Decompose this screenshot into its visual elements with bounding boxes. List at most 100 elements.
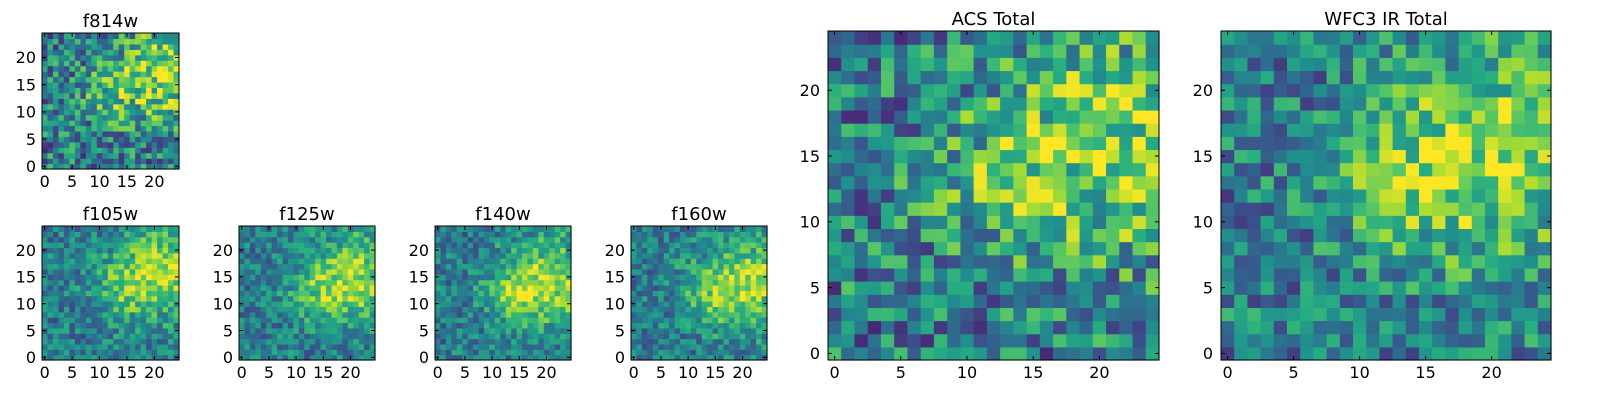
heatmap-cell — [140, 252, 147, 259]
heatmap-cell — [271, 263, 278, 270]
heatmap-cell — [761, 333, 768, 340]
heatmap-cell — [113, 290, 120, 297]
heatmap-cell — [69, 92, 76, 99]
heatmap-cell — [1419, 320, 1433, 335]
heatmap-cell — [1013, 281, 1028, 295]
heatmap-cell — [129, 274, 136, 281]
heatmap-cell — [347, 247, 354, 254]
heatmap-cell — [1039, 57, 1054, 72]
heatmap-cell — [1313, 346, 1328, 361]
heatmap-cell — [1419, 215, 1433, 229]
heatmap-cell — [1053, 162, 1067, 177]
heatmap-cell — [1471, 57, 1486, 72]
heatmap-cell — [74, 81, 81, 88]
heatmap-cell — [47, 338, 54, 345]
heatmap-cell — [750, 236, 757, 243]
heatmap-cell — [1458, 175, 1473, 190]
heatmap-cell — [854, 31, 869, 45]
heatmap-cell — [456, 333, 463, 340]
heatmap-cell — [304, 301, 311, 307]
heatmap-cell — [933, 109, 948, 124]
heatmap-cell — [331, 226, 338, 232]
heatmap-cell — [841, 123, 856, 137]
heatmap-cell — [505, 268, 512, 275]
heatmap-cell — [151, 71, 158, 78]
heatmap-cell — [907, 202, 922, 216]
heatmap-cell — [249, 322, 256, 329]
heatmap-cell — [1405, 281, 1420, 295]
heatmap-cell — [1524, 31, 1539, 45]
heatmap-cell — [1106, 188, 1120, 203]
heatmap-cell — [641, 295, 648, 302]
heatmap-cell — [255, 317, 262, 324]
heatmap-cell — [80, 242, 87, 249]
heatmap-cell — [920, 149, 935, 164]
heatmap-cell — [140, 236, 147, 243]
heatmap-cell — [947, 136, 961, 151]
heatmap-cell — [522, 274, 529, 281]
heatmap-cell — [679, 284, 686, 291]
heatmap-cell — [1392, 188, 1407, 203]
heatmap-cell — [828, 136, 842, 151]
heatmap-cell — [679, 338, 686, 345]
heatmap-cell — [1260, 215, 1275, 229]
heatmap-cell — [538, 274, 545, 281]
heatmap-cell — [58, 130, 65, 137]
heatmap-cell — [107, 284, 114, 291]
x-tick-label: 0 — [629, 363, 639, 382]
heatmap-cell — [1092, 215, 1107, 229]
heatmap-cell — [168, 306, 175, 313]
heatmap-cell — [113, 54, 120, 61]
heatmap-cell — [467, 354, 474, 361]
heatmap-cell — [129, 33, 136, 40]
heatmap-cell — [841, 149, 856, 164]
heatmap-cell — [920, 123, 935, 137]
heatmap-cell — [1092, 254, 1107, 269]
heatmap-cell — [347, 322, 354, 329]
heatmap-cell — [652, 322, 659, 329]
heatmap-cell — [102, 306, 109, 313]
heatmap-cell — [1066, 109, 1081, 124]
heatmap-cell — [326, 284, 333, 291]
heatmap-cell — [1366, 136, 1380, 151]
heatmap-cell — [304, 354, 311, 361]
heatmap-cell — [549, 231, 556, 238]
heatmap-cell — [718, 333, 725, 340]
heatmap-cell — [107, 242, 114, 249]
heatmap-cell — [1445, 267, 1460, 282]
heatmap-cell — [1339, 96, 1354, 111]
heatmap-cell — [1221, 281, 1235, 295]
heatmap-cell — [445, 338, 452, 345]
heatmap-cell — [756, 333, 763, 340]
heatmap-cell — [52, 114, 60, 121]
heatmap-cell — [244, 349, 251, 356]
heatmap-cell — [1287, 109, 1301, 124]
heatmap-cell — [260, 226, 267, 232]
heatmap-cell — [690, 349, 697, 356]
heatmap-cell — [1132, 83, 1147, 98]
heatmap-cell — [636, 338, 643, 345]
heatmap-cell — [91, 311, 98, 318]
heatmap-cell — [1287, 31, 1301, 45]
heatmap-cell — [560, 226, 567, 232]
heatmap-cell — [1092, 57, 1107, 72]
heatmap-cell — [135, 71, 142, 78]
heatmap-cell — [1234, 333, 1248, 348]
heatmap-cell — [1039, 44, 1054, 58]
heatmap-cell — [298, 274, 305, 281]
heatmap-cell — [255, 274, 262, 281]
heatmap-cell — [1326, 175, 1341, 190]
heatmap-cell — [315, 268, 322, 275]
heatmap-cell — [658, 349, 665, 356]
heatmap-cell — [347, 258, 354, 265]
heatmap-cell — [58, 60, 65, 67]
heatmap-cell — [663, 279, 670, 286]
heatmap-cell — [1013, 175, 1028, 190]
heatmap-cell — [679, 311, 686, 318]
heatmap-cell — [320, 274, 327, 281]
heatmap-cell — [641, 301, 648, 307]
heatmap-cell — [74, 268, 81, 275]
heatmap-cell — [462, 295, 469, 302]
heatmap-cell — [750, 338, 757, 345]
heatmap-cell — [505, 333, 512, 340]
